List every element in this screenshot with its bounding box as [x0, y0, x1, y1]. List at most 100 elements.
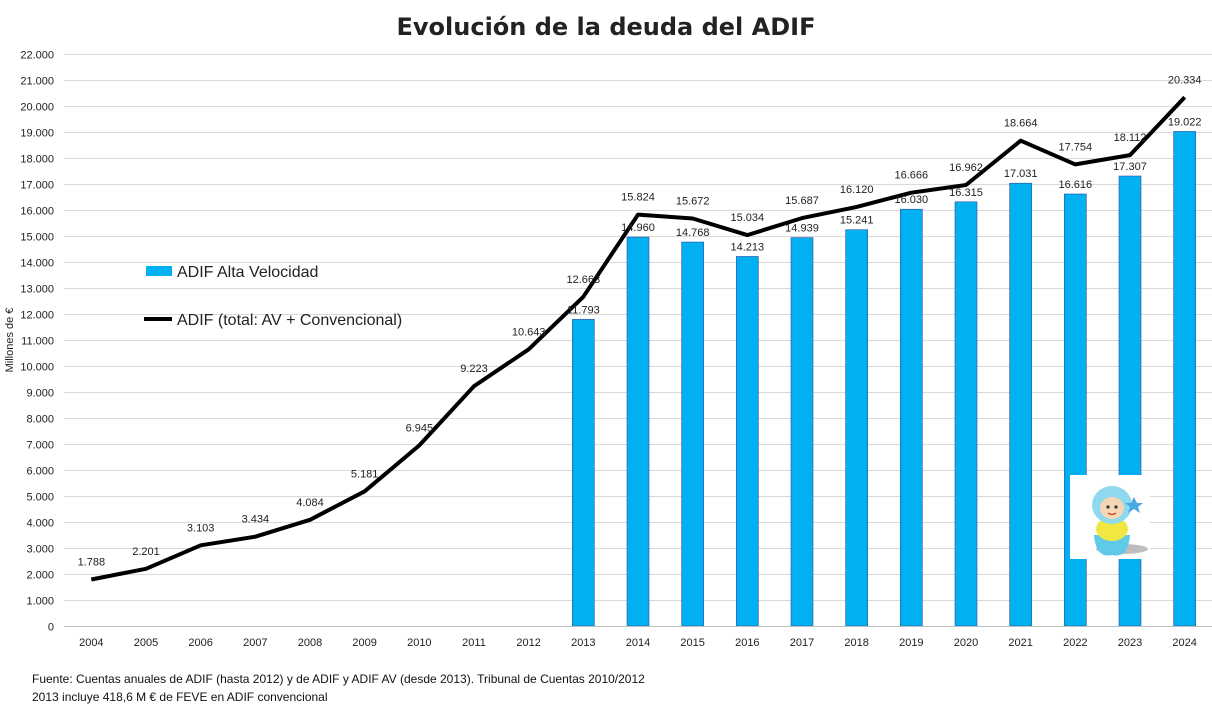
- x-tick-label: 2019: [899, 637, 923, 649]
- line-data-label: 16.962: [949, 162, 983, 174]
- x-tick-label: 2023: [1118, 637, 1142, 649]
- y-tick-label: 4.000: [26, 518, 54, 530]
- line-data-label: 15.034: [731, 212, 765, 224]
- y-tick-label: 20.000: [20, 102, 54, 114]
- y-tick-label: 16.000: [20, 206, 54, 218]
- y-tick-label: 11.000: [21, 336, 54, 348]
- x-tick-label: 2022: [1063, 637, 1087, 649]
- x-tick-label: 2011: [462, 637, 486, 649]
- line-data-label: 2.201: [132, 546, 160, 558]
- x-tick-label: 2004: [79, 637, 103, 649]
- chart-title: Evolución de la deuda del ADIF: [397, 13, 816, 41]
- line-data-label: 17.754: [1059, 141, 1093, 153]
- bar-data-label: 14.960: [621, 222, 655, 234]
- line-data-label: 1.788: [78, 557, 106, 569]
- x-tick-label: 2007: [243, 637, 267, 649]
- line-data-label: 16.120: [840, 184, 874, 196]
- bar: [736, 256, 759, 627]
- line-series: [90, 95, 1187, 582]
- x-tick-label: 2010: [407, 637, 431, 649]
- bar: [900, 208, 923, 627]
- feve-note: 2013 incluye 418,6 M € de FEVE en ADIF c…: [32, 690, 328, 704]
- bar-data-label: 14.768: [676, 227, 710, 239]
- line-data-label: 18.112: [1114, 132, 1147, 144]
- x-tick-label: 2014: [626, 637, 650, 649]
- y-tick-label: 5.000: [26, 492, 54, 504]
- y-tick-label: 3.000: [26, 544, 54, 556]
- line-data-label: 12.663: [567, 274, 601, 286]
- bar: [1173, 131, 1196, 627]
- y-tick-label: 19.000: [20, 128, 54, 140]
- y-tick-label: 18.000: [20, 154, 54, 166]
- bar-data-label: 15.241: [840, 215, 874, 227]
- line-data-label: 18.664: [1004, 118, 1038, 130]
- source-note: Fuente: Cuentas anuales de ADIF (hasta 2…: [32, 672, 645, 686]
- bar-data-label: 14.939: [785, 223, 819, 235]
- y-tick-label: 13.000: [20, 284, 54, 296]
- line-data-label: 20.334: [1168, 74, 1202, 86]
- line-data-label: 3.103: [187, 522, 215, 534]
- x-tick-label: 2008: [298, 637, 322, 649]
- y-tick-label: 14.000: [20, 258, 54, 270]
- x-tick-label: 2016: [735, 637, 759, 649]
- x-tick-label: 2021: [1008, 637, 1032, 649]
- line-data-label: 10.643: [512, 326, 546, 338]
- bar: [845, 229, 868, 627]
- bar-data-label: 16.616: [1059, 179, 1093, 191]
- x-tick-label: 2018: [844, 637, 868, 649]
- bar-data-label: 16.030: [895, 194, 929, 206]
- x-tick-label: 2005: [134, 637, 158, 649]
- bar: [626, 236, 650, 627]
- bar: [954, 201, 978, 627]
- line-data-label: 16.666: [895, 170, 929, 182]
- bar-data-label: 11.793: [567, 304, 600, 316]
- y-tick-label: 6.000: [26, 466, 54, 478]
- bar: [681, 241, 704, 627]
- line-data-label: 4.084: [296, 497, 324, 509]
- x-tick-label: 2017: [790, 637, 814, 649]
- bar-data-label: 14.213: [731, 241, 765, 253]
- line-data-label: 6.945: [406, 422, 434, 434]
- y-tick-label: 1.000: [26, 596, 54, 608]
- legend-label-bar: ADIF Alta Velocidad: [177, 264, 318, 281]
- line-data-label: 5.181: [351, 468, 379, 480]
- y-axis-label: Millones de €: [4, 308, 16, 373]
- x-tick-label: 2013: [571, 637, 595, 649]
- bar-data-label: 19.022: [1168, 116, 1202, 128]
- y-tick-label: 12.000: [20, 310, 54, 322]
- y-tick-label: 21.000: [20, 76, 54, 88]
- legend-label-line: ADIF (total: AV + Convencional): [177, 312, 402, 329]
- y-tick-label: 10.000: [20, 362, 54, 374]
- y-tick-label: 8.000: [26, 414, 54, 426]
- y-tick-label: 15.000: [20, 232, 54, 244]
- line-data-label: 9.223: [460, 363, 488, 375]
- legend-swatch-bar: [146, 266, 172, 276]
- x-axis-ticks: 2004 2005 2006 2007 2008 2009 2010 2011 2012 2013…: [79, 637, 1197, 649]
- data-labels: 11.793 14.960 14.768 14.213 14.939 15.241 16.0…: [78, 74, 1202, 568]
- toy-figure-icon: [1092, 486, 1148, 556]
- line-data-label: 15.824: [621, 192, 655, 204]
- toy-figure-image: [1070, 475, 1150, 559]
- y-tick-label: 2.000: [26, 570, 54, 582]
- bar: [1064, 193, 1087, 627]
- x-tick-label: 2024: [1172, 637, 1196, 649]
- y-tick-label: 7.000: [26, 440, 54, 452]
- y-tick-label: 22.000: [20, 50, 54, 62]
- bar: [790, 237, 814, 627]
- x-tick-label: 2009: [352, 637, 376, 649]
- y-tick-label: 9.000: [26, 388, 54, 400]
- y-axis-ticks: 0 1.000 2.000 3.000 4.000 5.000 6.000 7.000 8.00…: [20, 50, 54, 634]
- x-tick-label: 2020: [954, 637, 978, 649]
- x-tick-label: 2012: [516, 637, 540, 649]
- bar-data-label: 16.315: [949, 187, 983, 199]
- line-data-label: 15.687: [785, 195, 819, 207]
- bar: [1009, 182, 1032, 627]
- line-data-label: 15.672: [676, 196, 710, 208]
- y-tick-label: 17.000: [20, 180, 54, 192]
- bar-data-label: 17.307: [1113, 161, 1147, 173]
- bar: [572, 319, 595, 627]
- x-tick-label: 2006: [188, 637, 212, 649]
- bar-data-label: 17.031: [1004, 168, 1038, 180]
- legend: ADIF Alta Velocidad ADIF (total: AV + Co…: [144, 264, 402, 329]
